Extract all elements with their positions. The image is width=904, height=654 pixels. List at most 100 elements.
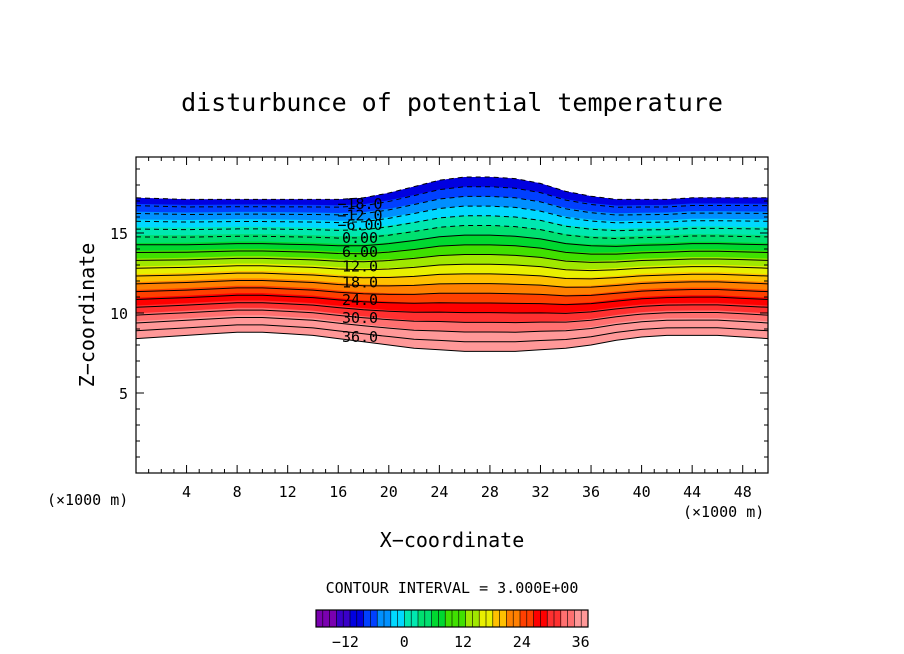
contour-line <box>135 302 769 314</box>
x-tick-label: 8 <box>233 483 242 501</box>
colorbar-swatch <box>554 610 562 627</box>
colorbar-swatch <box>431 610 439 627</box>
contour-line <box>135 287 769 297</box>
contour-line <box>135 331 769 352</box>
contour-line <box>135 309 769 324</box>
x-tick-label: 24 <box>430 483 448 501</box>
contour-label: 30.0 <box>342 309 378 327</box>
colorbar-swatch <box>479 610 487 627</box>
contour-label: −6.00 <box>337 216 382 234</box>
x-tick-label: 44 <box>683 483 701 501</box>
x-tick-label: 36 <box>582 483 600 501</box>
colorbar-swatch <box>390 610 399 627</box>
colorbar-tick-labels: −12 0 12 24 36 <box>332 633 590 651</box>
contour-label: 6.00 <box>342 243 378 261</box>
colorbar-swatch <box>350 610 358 627</box>
y-tick-label: 5 <box>119 385 128 403</box>
colorbar-tick-label: −12 <box>332 633 359 651</box>
colorbar-swatch <box>363 610 371 627</box>
colorbar-swatch <box>486 610 494 627</box>
colorbar-swatch <box>356 610 365 627</box>
colorbar-swatch <box>322 610 331 627</box>
colorbar-swatch <box>533 610 541 627</box>
contour-line <box>135 254 769 263</box>
colorbar-frame <box>315 609 589 628</box>
x-tick-label: 32 <box>531 483 549 501</box>
colorbar-swatch <box>404 610 412 627</box>
colorbar-swatch <box>397 610 405 627</box>
y-tick-label: 15 <box>110 225 128 243</box>
contour-labels: −18.0−12.0−6.000.006.0012.018.024.030.03… <box>337 195 382 346</box>
contour-label: 24.0 <box>342 291 378 309</box>
colorbar-swatch <box>411 610 419 627</box>
x-tick-label: 48 <box>734 483 752 501</box>
contour-label: −18.0 <box>337 195 382 213</box>
x-axis-label: X−coordinate <box>380 528 525 552</box>
contour-label: 18.0 <box>342 274 378 292</box>
colorbar-swatch <box>336 610 344 627</box>
colorbar-swatch <box>316 610 324 627</box>
colorbar-swatch <box>526 610 535 627</box>
colorbar-swatch <box>540 610 548 627</box>
contour-line <box>135 316 769 333</box>
contour-interval-text: CONTOUR INTERVAL = 3.000E+00 <box>326 579 579 597</box>
x-tick-label: 40 <box>633 483 651 501</box>
y-axis-ticks: 5 10 15 <box>110 168 768 458</box>
colorbar-swatch <box>329 610 337 627</box>
x-tick-label: 12 <box>279 483 297 501</box>
contour-label: −12.0 <box>337 206 382 224</box>
contour-line <box>135 176 768 200</box>
contour-lines <box>135 176 769 352</box>
contour-label: 0.00 <box>342 229 378 247</box>
colorbar-swatch <box>506 610 514 627</box>
colorbar-swatch <box>499 610 507 627</box>
contour-line <box>135 205 769 224</box>
y-axis-label: Z−coordinate <box>75 243 99 388</box>
x-tick-label: 4 <box>182 483 191 501</box>
x-unit-left: (×1000 m) <box>47 491 128 509</box>
colorbar-swatch <box>520 610 528 627</box>
x-tick-label: 28 <box>481 483 499 501</box>
contour-line <box>135 244 769 255</box>
colorbar-swatch <box>547 610 555 627</box>
contour-label: 36.0 <box>342 328 378 346</box>
contour-line <box>135 215 769 232</box>
colorbar-swatch <box>424 610 433 627</box>
colorbar-tick-label: 24 <box>513 633 531 651</box>
colorbar-swatch <box>492 610 501 627</box>
colorbar-swatch <box>574 610 582 627</box>
x-tick-label: 20 <box>380 483 398 501</box>
contour-label: 12.0 <box>342 258 378 276</box>
contour-line <box>135 324 769 343</box>
x-axis-ticks: 4 8 12 16 20 24 28 32 36 40 44 48 <box>148 157 756 501</box>
colorbar-swatch <box>384 610 392 627</box>
colorbar-swatch <box>418 610 426 627</box>
contour-line <box>135 195 769 216</box>
colorbar-tick-label: 36 <box>572 633 590 651</box>
contour-line <box>135 294 769 306</box>
colorbar-tick-label: 12 <box>454 633 472 651</box>
colorbar-swatch <box>458 610 467 627</box>
contour-line <box>135 224 769 240</box>
contour-line <box>135 272 769 280</box>
x-unit-right: (×1000 m) <box>683 503 764 521</box>
contour-line <box>135 186 769 208</box>
colorbar-swatch <box>513 610 521 627</box>
contour-line <box>135 280 769 288</box>
colorbar-swatch <box>567 610 575 627</box>
contour-line <box>136 234 769 247</box>
colorbar <box>315 609 589 628</box>
contour-band <box>136 315 768 352</box>
y-tick-label: 10 <box>110 305 128 323</box>
colorbar-swatch <box>452 610 460 627</box>
colorbar-swatch <box>472 610 480 627</box>
colorbar-swatch <box>377 610 385 627</box>
colorbar-tick-label: 0 <box>400 633 409 651</box>
colorbar-swatch <box>370 610 378 627</box>
chart-title: disturbunce of potential temperature <box>181 88 723 117</box>
colorbar-swatch <box>438 610 446 627</box>
colorbar-swatch <box>560 610 569 627</box>
colorbar-swatch <box>445 610 453 627</box>
colorbar-swatch <box>581 610 589 627</box>
